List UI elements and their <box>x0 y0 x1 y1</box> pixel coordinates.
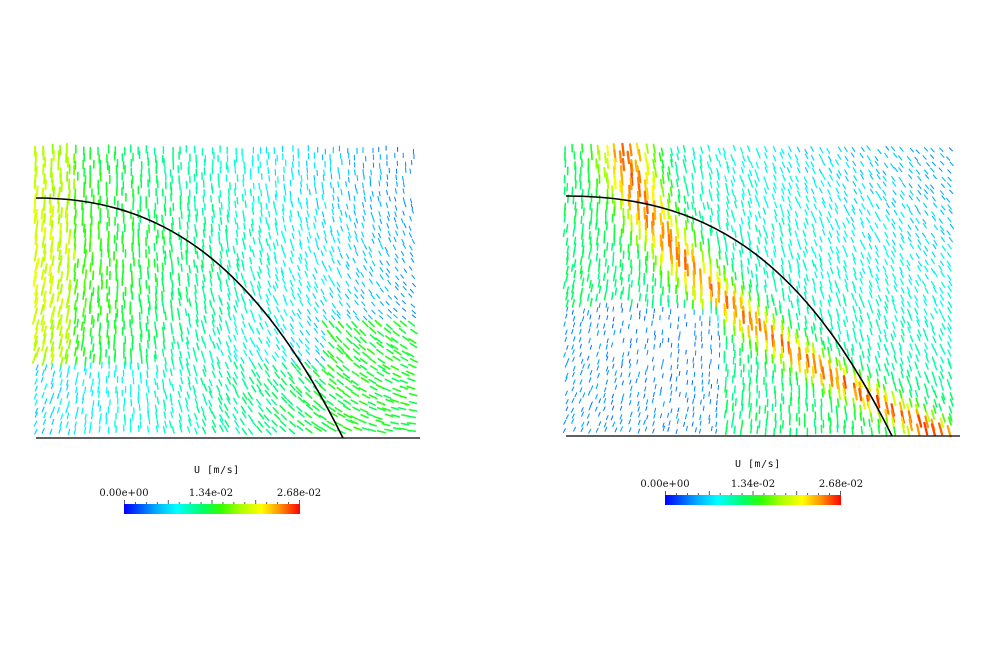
velocity-vectors <box>31 142 419 436</box>
legend-tick-max: 2.68e-02 <box>276 488 322 499</box>
legend-tick-mid: 1.34e-02 <box>730 479 776 490</box>
interface-curve <box>565 195 893 437</box>
velocity-plot-right: U [m/s] 0.00e+00 1.34e-02 2.68e-02 <box>500 0 1000 666</box>
vector-field-right <box>562 142 960 438</box>
legend-tick-min: 0.00e+00 <box>640 479 690 490</box>
legend-title: U [m/s] <box>194 465 240 476</box>
legend-tick-min: 0.00e+00 <box>99 488 149 499</box>
velocity-plot-left: U [m/s] 0.00e+00 1.34e-02 2.68e-02 <box>31 142 420 514</box>
colorbar <box>665 495 841 505</box>
legend-tick-max: 2.68e-02 <box>818 479 864 490</box>
vector-field-left <box>31 142 420 439</box>
legend-title: U [m/s] <box>735 459 781 470</box>
interface-curve <box>35 197 344 439</box>
legend-tick-mid: 1.34e-02 <box>188 488 234 499</box>
velocity-vectors <box>562 142 954 438</box>
colorbar <box>124 504 300 514</box>
